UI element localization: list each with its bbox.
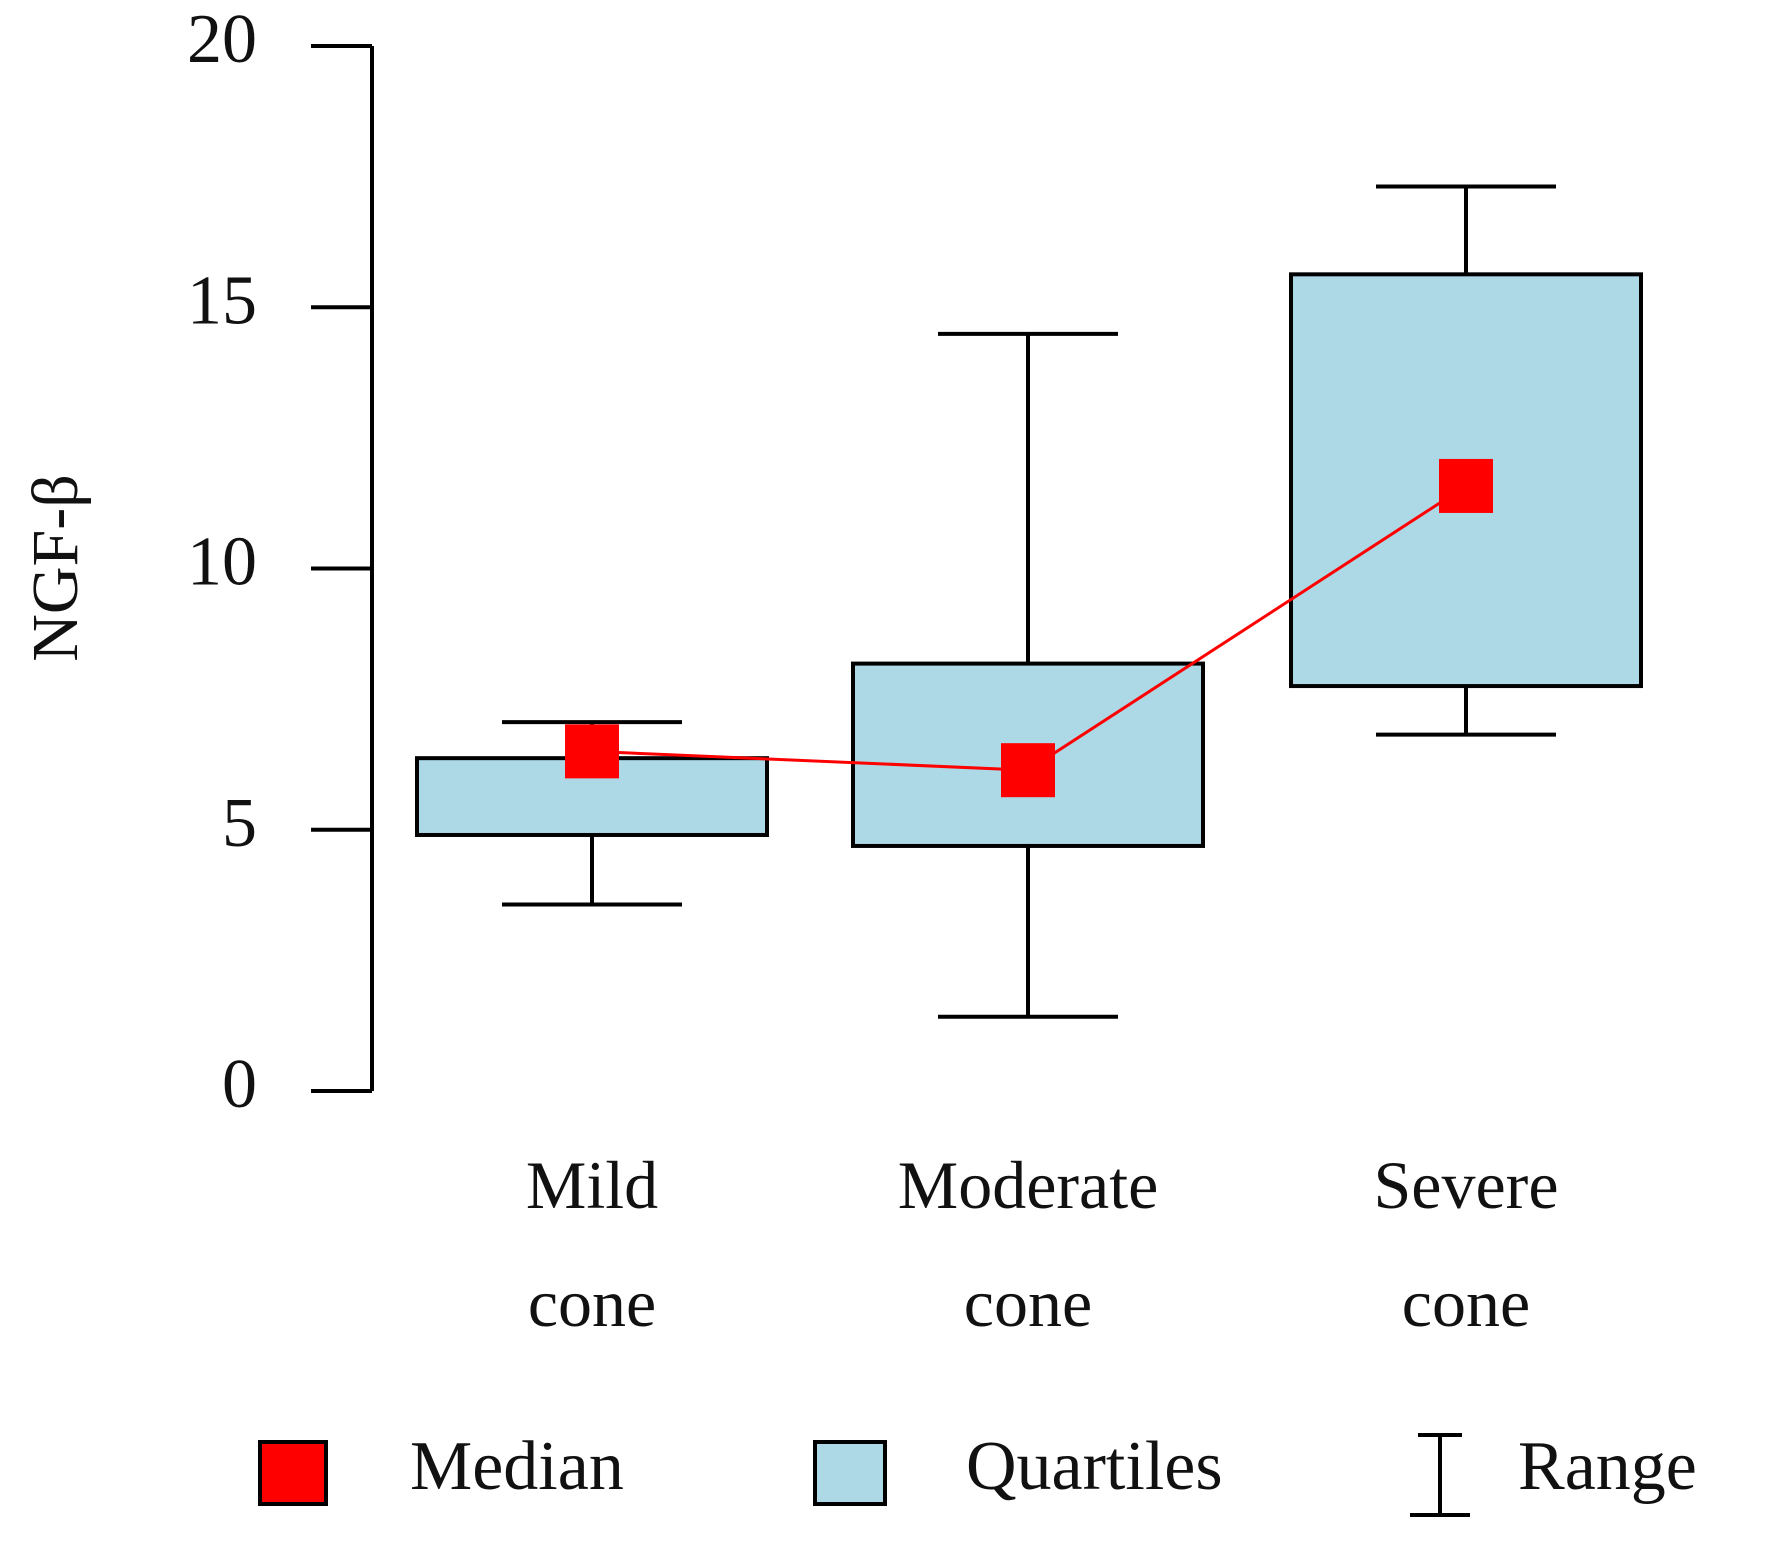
x-tick-label: Moderate cone bbox=[897, 1147, 1159, 1341]
x-tick-label: Mild cone bbox=[525, 1147, 659, 1341]
legend-swatch bbox=[258, 1440, 328, 1506]
y-tick-label: 10 bbox=[187, 524, 257, 601]
legend-label: Median bbox=[410, 1428, 624, 1505]
legend-swatch bbox=[813, 1440, 887, 1506]
median-marker bbox=[1439, 458, 1493, 513]
y-tick-label: 20 bbox=[187, 1, 257, 78]
x-tick-label: Severe cone bbox=[1373, 1147, 1559, 1341]
y-tick-label: 0 bbox=[222, 1046, 257, 1123]
median-marker bbox=[565, 724, 619, 779]
y-tick-label: 15 bbox=[187, 262, 257, 339]
legend-label: Range bbox=[1518, 1428, 1697, 1505]
y-axis-label: NGF-β bbox=[19, 474, 92, 662]
legend-label: Quartiles bbox=[966, 1428, 1223, 1505]
y-tick-label: 5 bbox=[222, 785, 257, 862]
median-marker bbox=[1001, 743, 1055, 798]
